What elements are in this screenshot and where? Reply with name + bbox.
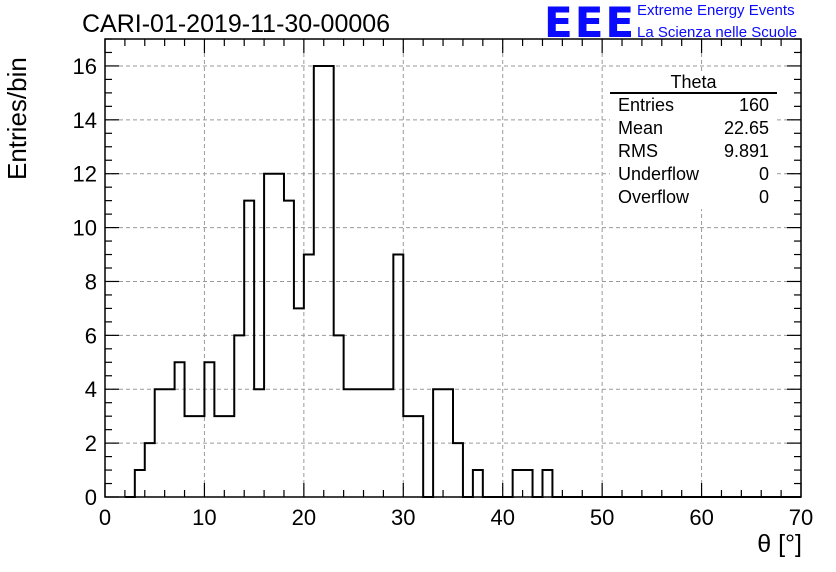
- y-axis-label: Entries/bin: [2, 57, 32, 180]
- stats-value: 160: [738, 95, 769, 115]
- stats-label: Mean: [618, 118, 664, 138]
- stats-box: Theta Entries 160 Mean 22.65 RMS 9.891 U…: [610, 72, 777, 209]
- x-tick-label: 0: [99, 505, 111, 530]
- x-tick-label: 20: [292, 505, 316, 530]
- stats-label: Entries: [618, 95, 675, 115]
- y-tick-label: 12: [73, 162, 97, 187]
- x-tick-label: 70: [789, 505, 813, 530]
- stats-row-underflow: Underflow 0: [610, 163, 777, 186]
- y-tick-label: 0: [85, 485, 97, 510]
- y-tick-label: 4: [85, 377, 97, 402]
- x-tick-label: 10: [192, 505, 216, 530]
- y-tick-label: 2: [85, 431, 97, 456]
- logo-line-2: La Scienza nelle Scuole: [637, 24, 798, 41]
- stats-row-overflow: Overflow 0: [610, 186, 777, 209]
- y-tick-label: 14: [73, 108, 97, 133]
- stats-row-entries: Entries 160: [610, 94, 777, 117]
- stats-title: Theta: [610, 72, 777, 94]
- stats-value: 0: [758, 187, 769, 207]
- plot-title: CARI-01-2019-11-30-00006: [82, 10, 391, 38]
- x-tick-label: 60: [689, 505, 713, 530]
- x-axis-label: θ [°]: [757, 530, 802, 558]
- stats-label: Overflow: [618, 187, 690, 207]
- stats-value: 0: [758, 164, 769, 184]
- stats-row-rms: RMS 9.891: [610, 140, 777, 163]
- stats-value: 9.891: [723, 141, 769, 161]
- stats-row-mean: Mean 22.65: [610, 117, 777, 140]
- x-tick-label: 40: [490, 505, 514, 530]
- y-tick-label: 8: [85, 269, 97, 294]
- stats-value: 22.65: [723, 118, 769, 138]
- eee-logo: EEE: [544, 0, 637, 47]
- y-tick-label: 10: [73, 216, 97, 241]
- y-tick-label: 16: [73, 54, 97, 79]
- stats-label: Underflow: [618, 164, 700, 184]
- stats-label: RMS: [618, 141, 658, 161]
- y-tick-label: 6: [85, 323, 97, 348]
- x-tick-label: 50: [590, 505, 614, 530]
- logo-line-1: Extreme Energy Events: [637, 2, 795, 19]
- x-tick-label: 30: [391, 505, 415, 530]
